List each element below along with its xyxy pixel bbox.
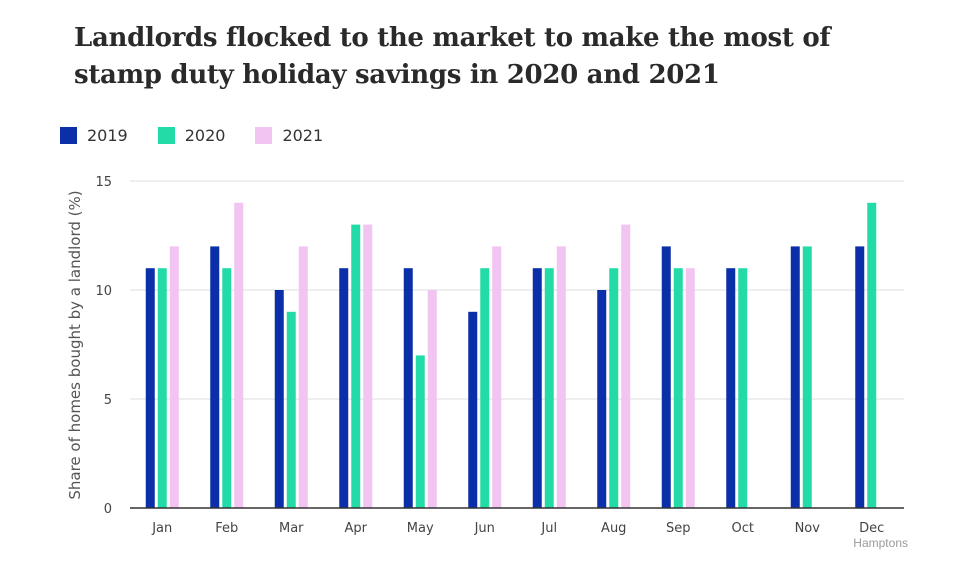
- y-tick-label: 15: [95, 175, 112, 190]
- y-tick-label: 5: [104, 393, 112, 408]
- axes: 0 5 10 15 Jan Feb Mar Apr May Jun Jul Aug Sep Oct Nov D…: [95, 175, 904, 536]
- legend-item-2021: 2021: [255, 126, 323, 145]
- y-tick-label: 0: [104, 502, 112, 517]
- bar-2020-may: [415, 355, 425, 508]
- y-axis-label: Share of homes bought by a landlord (%): [66, 190, 84, 499]
- legend-swatch-2020: [157, 127, 175, 144]
- bar-2020-sep: [673, 268, 683, 508]
- bar-2020-jun: [480, 268, 490, 508]
- bar-2021-mar: [298, 246, 308, 508]
- bar-2021-jun: [492, 246, 502, 508]
- legend: 2019 2020 2021: [60, 126, 323, 145]
- bar-2020-aug: [609, 268, 619, 508]
- x-tick-label: Oct: [732, 521, 754, 536]
- bar-2021-may: [427, 290, 437, 508]
- x-tick-label: Jul: [540, 521, 557, 536]
- legend-label-2020: 2020: [184, 126, 226, 145]
- bar-2021-aug: [621, 224, 631, 508]
- x-tick-label: Dec: [859, 521, 884, 536]
- chart-title: Landlords flocked to the market to make …: [74, 23, 831, 90]
- bar-2020-mar: [286, 311, 296, 508]
- source-credit: Hamptons: [853, 536, 908, 550]
- x-tick-label: Nov: [795, 521, 821, 536]
- bar-2021-feb: [234, 202, 244, 509]
- bar-2019-dec: [855, 246, 865, 508]
- bar-2019-oct: [726, 268, 736, 508]
- bar-2020-nov: [802, 246, 812, 508]
- bar-2019-jun: [468, 311, 478, 508]
- bar-2019-sep: [661, 246, 671, 508]
- x-tick-label: Sep: [666, 521, 691, 536]
- x-tick-label: Feb: [215, 521, 238, 536]
- bar-2019-mar: [274, 290, 284, 508]
- bar-2021-jul: [556, 246, 566, 508]
- legend-label-2021: 2021: [282, 126, 324, 145]
- bar-2021-jan: [169, 246, 179, 508]
- x-tick-label: Aug: [601, 521, 626, 536]
- x-tick-label: May: [407, 521, 434, 536]
- bar-2020-dec: [867, 202, 877, 509]
- x-tick-label: Jan: [151, 521, 172, 536]
- bar-2020-apr: [351, 224, 361, 508]
- bar-2019-apr: [339, 268, 349, 508]
- bars: [145, 202, 877, 509]
- legend-swatch-2021: [255, 127, 273, 144]
- x-tick-label: Jun: [474, 521, 495, 536]
- legend-item-2020: 2020: [157, 126, 226, 145]
- bar-2021-sep: [685, 268, 695, 508]
- legend-item-2019: 2019: [60, 126, 128, 145]
- bar-2020-jul: [544, 268, 554, 508]
- gridlines: [130, 180, 904, 400]
- y-tick-label: 10: [95, 284, 112, 299]
- bar-2019-jan: [145, 268, 155, 508]
- bar-2019-jul: [532, 268, 542, 508]
- bar-2019-nov: [790, 246, 800, 508]
- legend-label-2019: 2019: [87, 126, 128, 145]
- x-tick-label: Apr: [345, 521, 368, 536]
- bar-2020-oct: [738, 268, 748, 508]
- bar-2019-feb: [210, 246, 220, 508]
- bar-2019-may: [403, 268, 413, 508]
- bar-2021-apr: [363, 224, 373, 508]
- legend-swatch-2019: [60, 127, 77, 144]
- x-tick-label: Mar: [279, 521, 304, 536]
- bar-2020-jan: [157, 268, 167, 508]
- bar-2020-feb: [222, 268, 232, 508]
- bar-2019-aug: [597, 290, 607, 508]
